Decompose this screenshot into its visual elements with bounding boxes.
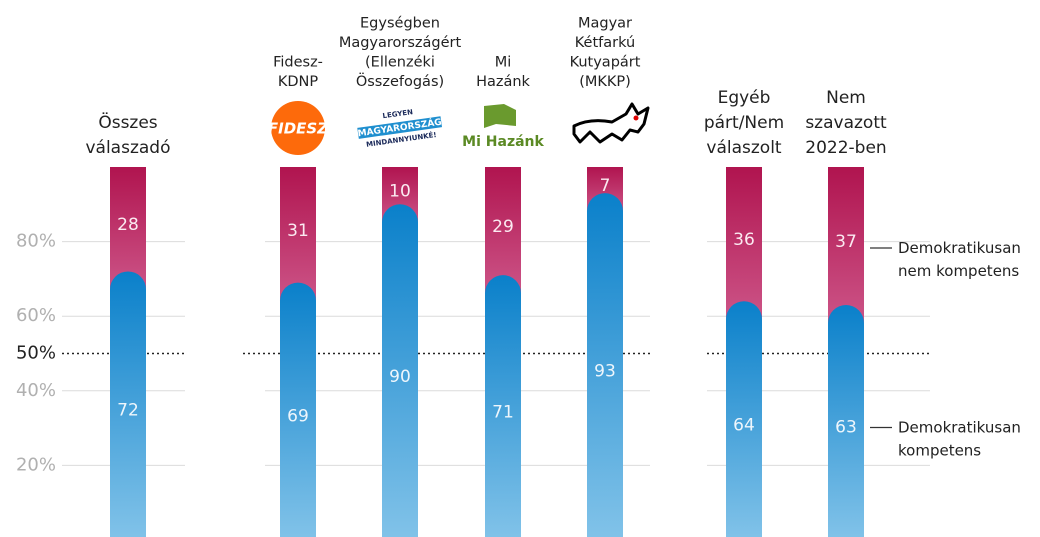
egyseg-text: LEGYEN xyxy=(382,108,413,120)
egyseg-logo: LEGYEN MAGYARORSZÁG MINDANNYIUNKÉ! xyxy=(357,108,443,149)
category-label: (MKKP) xyxy=(579,74,631,90)
category-label: Hazánk xyxy=(476,74,530,90)
value-label: 69 xyxy=(287,406,309,426)
legend-line-text: nem kompetens xyxy=(898,262,1019,280)
bar-segment xyxy=(828,167,864,324)
value-label: 63 xyxy=(835,418,857,438)
logos: FIDESZ LEGYEN MAGYARORSZÁG MINDANNYIUNKÉ… xyxy=(268,101,650,155)
value-label: 29 xyxy=(492,217,514,237)
category-label: Magyarországért xyxy=(339,35,462,51)
category-label: Nem xyxy=(826,88,866,108)
bar-segment xyxy=(110,271,146,537)
mihazank-flag xyxy=(484,104,516,128)
value-label: 31 xyxy=(287,221,309,241)
category-label: KDNP xyxy=(278,74,319,90)
mkkp-eye xyxy=(633,115,639,121)
category-label: Egységben xyxy=(360,16,440,32)
bar-segment xyxy=(587,193,623,537)
category-label: Egyéb xyxy=(718,88,771,108)
mkkp-logo xyxy=(572,102,650,144)
legend-line-text: kompetens xyxy=(898,441,981,459)
value-label: 71 xyxy=(492,403,514,423)
y-tick-label: 60% xyxy=(16,305,56,326)
y-tick-label: 20% xyxy=(16,454,56,475)
category-label: párt/Nem xyxy=(704,113,784,133)
y-tick-label: 80% xyxy=(16,231,56,252)
value-label: 37 xyxy=(835,232,857,252)
fidesz-logo xyxy=(271,101,325,155)
category-label: Összefogás) xyxy=(356,72,444,90)
value-label: 93 xyxy=(594,362,616,382)
category-label: Kétfarkú xyxy=(575,35,636,51)
legend-label: Demokratikusan nem kompetens xyxy=(898,239,1026,280)
mihazank-text: Mi Hazánk xyxy=(462,134,544,150)
bar-segment xyxy=(485,275,521,537)
fidesz-logo-text: FIDESZ xyxy=(268,120,329,138)
category-label: Magyar xyxy=(578,16,632,32)
legend-line-text: Demokratikusan xyxy=(898,418,1026,436)
bar-segment xyxy=(280,167,316,301)
category-label: 2022-ben xyxy=(805,138,886,158)
value-label: 36 xyxy=(733,230,755,250)
category-label: szavazott xyxy=(805,113,887,133)
category-label: Összes xyxy=(98,111,157,133)
bar-segment xyxy=(726,167,762,320)
value-label: 72 xyxy=(117,401,139,421)
y-tick-label: 40% xyxy=(16,380,56,401)
value-label: 90 xyxy=(389,367,411,387)
legend-label: Demokratikusan kompetens xyxy=(898,418,1026,459)
egyseg-band xyxy=(357,116,443,139)
value-label: 10 xyxy=(389,182,411,202)
category-label: (Ellenzéki xyxy=(365,55,435,71)
bar-segment xyxy=(280,282,316,537)
bar-segment xyxy=(485,167,521,294)
category-label: Kutyapárt xyxy=(570,55,641,71)
legend-line-text: Demokratikusan xyxy=(898,239,1026,257)
category-label: válaszadó xyxy=(85,138,170,158)
bar-segment xyxy=(110,167,146,290)
category-label: Fidesz- xyxy=(273,55,323,71)
category-label: válaszolt xyxy=(706,138,782,158)
bar-segment xyxy=(828,305,864,537)
bar-segment xyxy=(382,204,418,537)
value-label: 64 xyxy=(733,416,755,436)
value-label: 28 xyxy=(117,215,139,235)
value-label: 7 xyxy=(600,176,611,196)
reference-label: 50% xyxy=(16,343,56,364)
category-label: Mi xyxy=(495,55,512,71)
bar-segment xyxy=(726,301,762,537)
